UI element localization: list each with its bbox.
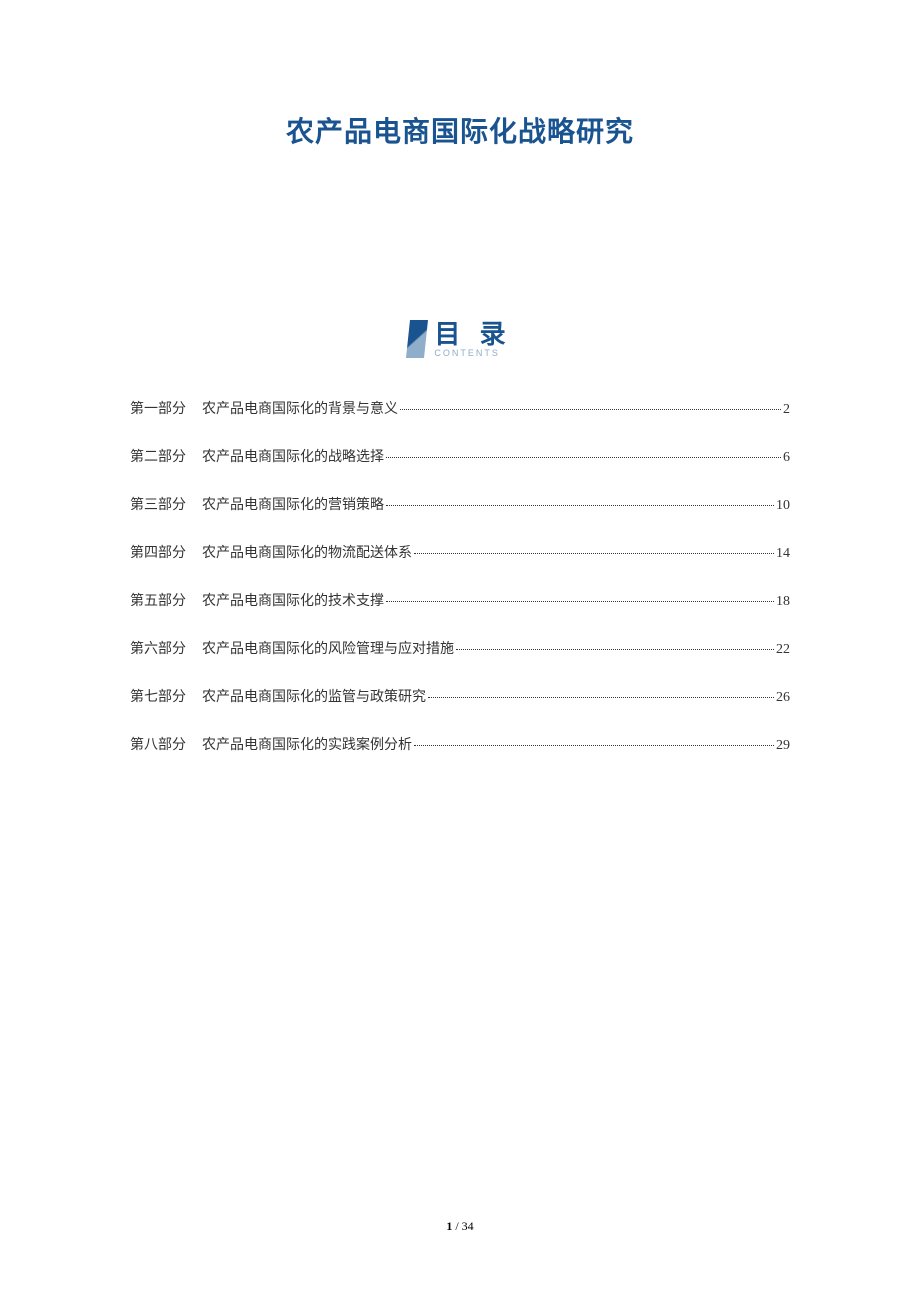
toc-item: 第五部分 农产品电商国际化的技术支撑 18: [130, 590, 790, 610]
document-title: 农产品电商国际化战略研究: [130, 110, 790, 150]
toc-leader-dots: [400, 409, 781, 410]
toc-leader-dots: [414, 553, 774, 554]
toc-page-number: 10: [776, 498, 790, 514]
page-total: 34: [462, 1219, 474, 1233]
toc-part-label: 第六部分: [130, 638, 186, 658]
toc-list: 第一部分 农产品电商国际化的背景与意义 2 第二部分 农产品电商国际化的战略选择…: [130, 398, 790, 754]
toc-part-label: 第七部分: [130, 686, 186, 706]
toc-title-block: 目 录 CONTENTS: [434, 321, 511, 358]
toc-leader-dots: [414, 745, 774, 746]
toc-item: 第二部分 农产品电商国际化的战略选择 6: [130, 446, 790, 466]
toc-page-number: 6: [783, 450, 790, 466]
toc-page-number: 2: [783, 402, 790, 418]
toc-item: 第六部分 农产品电商国际化的风险管理与应对措施 22: [130, 638, 790, 658]
toc-part-label: 第一部分: [130, 398, 186, 418]
page-sep: /: [452, 1219, 461, 1233]
toc-item: 第七部分 农产品电商国际化的监管与政策研究 26: [130, 686, 790, 706]
toc-leader-dots: [386, 601, 774, 602]
toc-title-cn: 目 录: [434, 321, 511, 347]
toc-leader-dots: [428, 697, 774, 698]
toc-header: 目 录 CONTENTS: [130, 320, 790, 358]
toc-desc: 农产品电商国际化的战略选择: [202, 446, 384, 466]
toc-item: 第三部分 农产品电商国际化的营销策略 10: [130, 494, 790, 514]
toc-leader-dots: [456, 649, 774, 650]
toc-desc: 农产品电商国际化的技术支撑: [202, 590, 384, 610]
toc-part-label: 第二部分: [130, 446, 186, 466]
toc-leader-dots: [386, 505, 774, 506]
toc-part-label: 第三部分: [130, 494, 186, 514]
toc-icon: [406, 320, 428, 358]
toc-item: 第一部分 农产品电商国际化的背景与意义 2: [130, 398, 790, 418]
toc-desc: 农产品电商国际化的风险管理与应对措施: [202, 638, 454, 658]
toc-desc: 农产品电商国际化的背景与意义: [202, 398, 398, 418]
page-footer: 1 / 34: [0, 1219, 920, 1234]
toc-title-en: CONTENTS: [434, 349, 500, 358]
toc-page-number: 22: [776, 642, 790, 658]
toc-desc: 农产品电商国际化的监管与政策研究: [202, 686, 426, 706]
toc-page-number: 14: [776, 546, 790, 562]
toc-desc: 农产品电商国际化的物流配送体系: [202, 542, 412, 562]
toc-leader-dots: [386, 457, 781, 458]
toc-desc: 农产品电商国际化的营销策略: [202, 494, 384, 514]
toc-desc: 农产品电商国际化的实践案例分析: [202, 734, 412, 754]
toc-page-number: 18: [776, 594, 790, 610]
toc-page-number: 26: [776, 690, 790, 706]
toc-part-label: 第四部分: [130, 542, 186, 562]
page-container: 农产品电商国际化战略研究 目 录 CONTENTS 第一部分 农产品电商国际化的…: [0, 0, 920, 754]
toc-part-label: 第八部分: [130, 734, 186, 754]
toc-item: 第八部分 农产品电商国际化的实践案例分析 29: [130, 734, 790, 754]
toc-item: 第四部分 农产品电商国际化的物流配送体系 14: [130, 542, 790, 562]
toc-page-number: 29: [776, 738, 790, 754]
toc-part-label: 第五部分: [130, 590, 186, 610]
